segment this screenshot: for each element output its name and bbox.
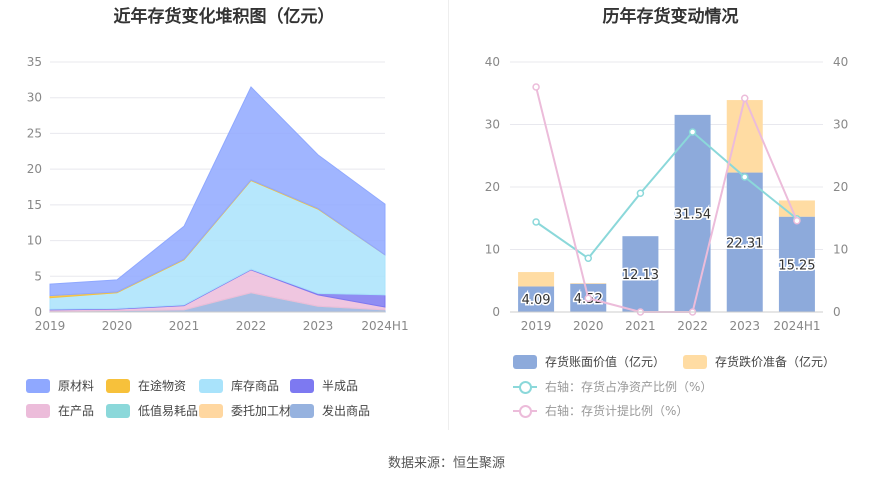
x-tick-label: 2024H1: [361, 319, 408, 333]
bar-value-label: 12.13: [622, 268, 659, 283]
legend-item[interactable]: 右轴：存货计提比例（%）: [513, 402, 688, 419]
line-point: [584, 254, 592, 262]
legend-swatch: [290, 378, 314, 393]
legend-item[interactable]: 半成品: [290, 377, 358, 394]
line-point: [584, 294, 592, 302]
legend-label: 右轴：存货占净资产比例（%）: [545, 380, 713, 394]
right-chart-title: 历年存货变动情况: [602, 7, 739, 27]
legend-swatch: [26, 378, 50, 393]
y2-tick-label: 0: [833, 305, 841, 319]
line-point: [688, 128, 697, 136]
x-tick-label: 2022: [677, 319, 708, 333]
legend-swatch: [106, 403, 130, 418]
y-tick-label: 15: [27, 198, 42, 212]
line-point: [532, 218, 540, 226]
x-tick-label: 2023: [729, 319, 760, 333]
bar-存货跌价准备（亿元）: [518, 272, 555, 287]
x-tick-label: 2020: [573, 319, 604, 333]
bar-value-label: 15.25: [778, 258, 815, 273]
x-tick-label: 2024H1: [773, 319, 820, 333]
legend-label: 委托加工材料: [231, 404, 304, 418]
y-tick-label: 20: [27, 162, 42, 176]
x-tick-label: 2022: [236, 319, 267, 333]
legend-label: 存货账面价值（亿元）: [545, 355, 666, 369]
bar-存货账面价值（亿元）: [778, 216, 815, 312]
legend-swatch: [26, 403, 50, 418]
legend-swatch: [513, 380, 537, 394]
x-tick-label: 2019: [35, 319, 66, 333]
legend-item[interactable]: 低值易耗品: [106, 402, 198, 419]
bar-value-label: 4.09: [522, 293, 551, 308]
y-tick-label: 35: [27, 55, 42, 69]
y-tick-label: 20: [485, 180, 500, 194]
bar-存货账面价值（亿元）: [518, 286, 555, 312]
legend-swatch: [683, 354, 707, 369]
x-tick-label: 2021: [169, 319, 200, 333]
y2-tick-label: 10: [833, 243, 848, 257]
y-tick-label: 10: [485, 243, 500, 257]
y-tick-label: 5: [34, 269, 42, 283]
bar-value-label: 31.54: [674, 207, 711, 222]
x-tick-label: 2019: [521, 319, 552, 333]
y2-tick-label: 40: [833, 55, 848, 69]
legend-item[interactable]: 存货跌价准备（亿元）: [683, 353, 835, 370]
line-右轴：存货占净资产比例（%）: [535, 130, 798, 260]
legend-item[interactable]: 在途物资: [106, 377, 186, 394]
y-tick-label: 0: [34, 305, 42, 319]
legend-swatch: [199, 378, 223, 393]
legend-item[interactable]: 存货账面价值（亿元）: [513, 353, 665, 370]
y-tick-label: 25: [27, 126, 42, 140]
right-bar-line-chart: 0 10 20 30 40 0 10 20 30 40 2019 2020 2021 2022 2023 20…: [485, 55, 849, 333]
data-source-footer: 数据来源：恒生聚源: [387, 456, 505, 471]
y-tick-label: 40: [485, 55, 500, 69]
legend-label: 存货跌价准备（亿元）: [715, 355, 836, 369]
legend-item[interactable]: 右轴：存货占净资产比例（%）: [513, 378, 712, 395]
bar-value-label: 22.31: [726, 236, 763, 251]
x-tick-label: 2021: [625, 319, 656, 333]
legend-item[interactable]: 发出商品: [290, 402, 370, 419]
line-point: [741, 94, 749, 102]
bar-存货账面价值（亿元）: [674, 114, 711, 312]
legend-label: 在途物资: [138, 379, 187, 393]
legend-label: 原材料: [58, 379, 95, 393]
bar-存货跌价准备（亿元）: [570, 283, 607, 284]
chart-divider: [448, 0, 449, 430]
legend-label: 低值易耗品: [138, 404, 199, 418]
legend-item[interactable]: 原材料: [26, 377, 94, 394]
y2-tick-label: 30: [833, 118, 848, 132]
y-tick-label: 30: [27, 91, 42, 105]
line-point: [532, 83, 540, 91]
legend-item[interactable]: 库存商品: [199, 377, 279, 394]
left-chart-title: 近年存货变化堆积图（亿元）: [113, 7, 335, 27]
legend-label: 发出商品: [322, 404, 371, 418]
bar-存货账面价值（亿元）: [622, 236, 659, 312]
line-point: [793, 217, 801, 225]
y-tick-label: 10: [27, 234, 42, 248]
legend-label: 库存商品: [231, 379, 280, 393]
left-stacked-area-chart: 0 5 10 15 20 25 30 35 2019 2020 2021 2022 2023 2024H1: [27, 55, 409, 333]
legend-label: 半成品: [322, 379, 359, 393]
legend-swatch: [513, 354, 537, 369]
legend-label: 在产品: [58, 404, 95, 418]
y2-tick-label: 20: [833, 180, 848, 194]
bar-存货跌价准备（亿元）: [726, 100, 763, 173]
x-tick-label: 2023: [303, 319, 334, 333]
legend-swatch: [199, 403, 223, 418]
y-tick-label: 30: [485, 118, 500, 132]
legend-item[interactable]: 在产品: [26, 402, 94, 419]
legend-swatch: [513, 404, 537, 418]
legend-swatch: [106, 378, 130, 393]
y-tick-label: 0: [492, 305, 500, 319]
legend-label: 右轴：存货计提比例（%）: [545, 404, 689, 418]
legend-item[interactable]: 委托加工材料: [199, 402, 303, 419]
line-point: [741, 173, 749, 181]
bar-存货账面价值（亿元）: [726, 172, 763, 312]
legend-swatch: [290, 403, 314, 418]
area-原材料: [49, 86, 386, 297]
x-tick-label: 2020: [102, 319, 133, 333]
line-point: [636, 189, 645, 197]
